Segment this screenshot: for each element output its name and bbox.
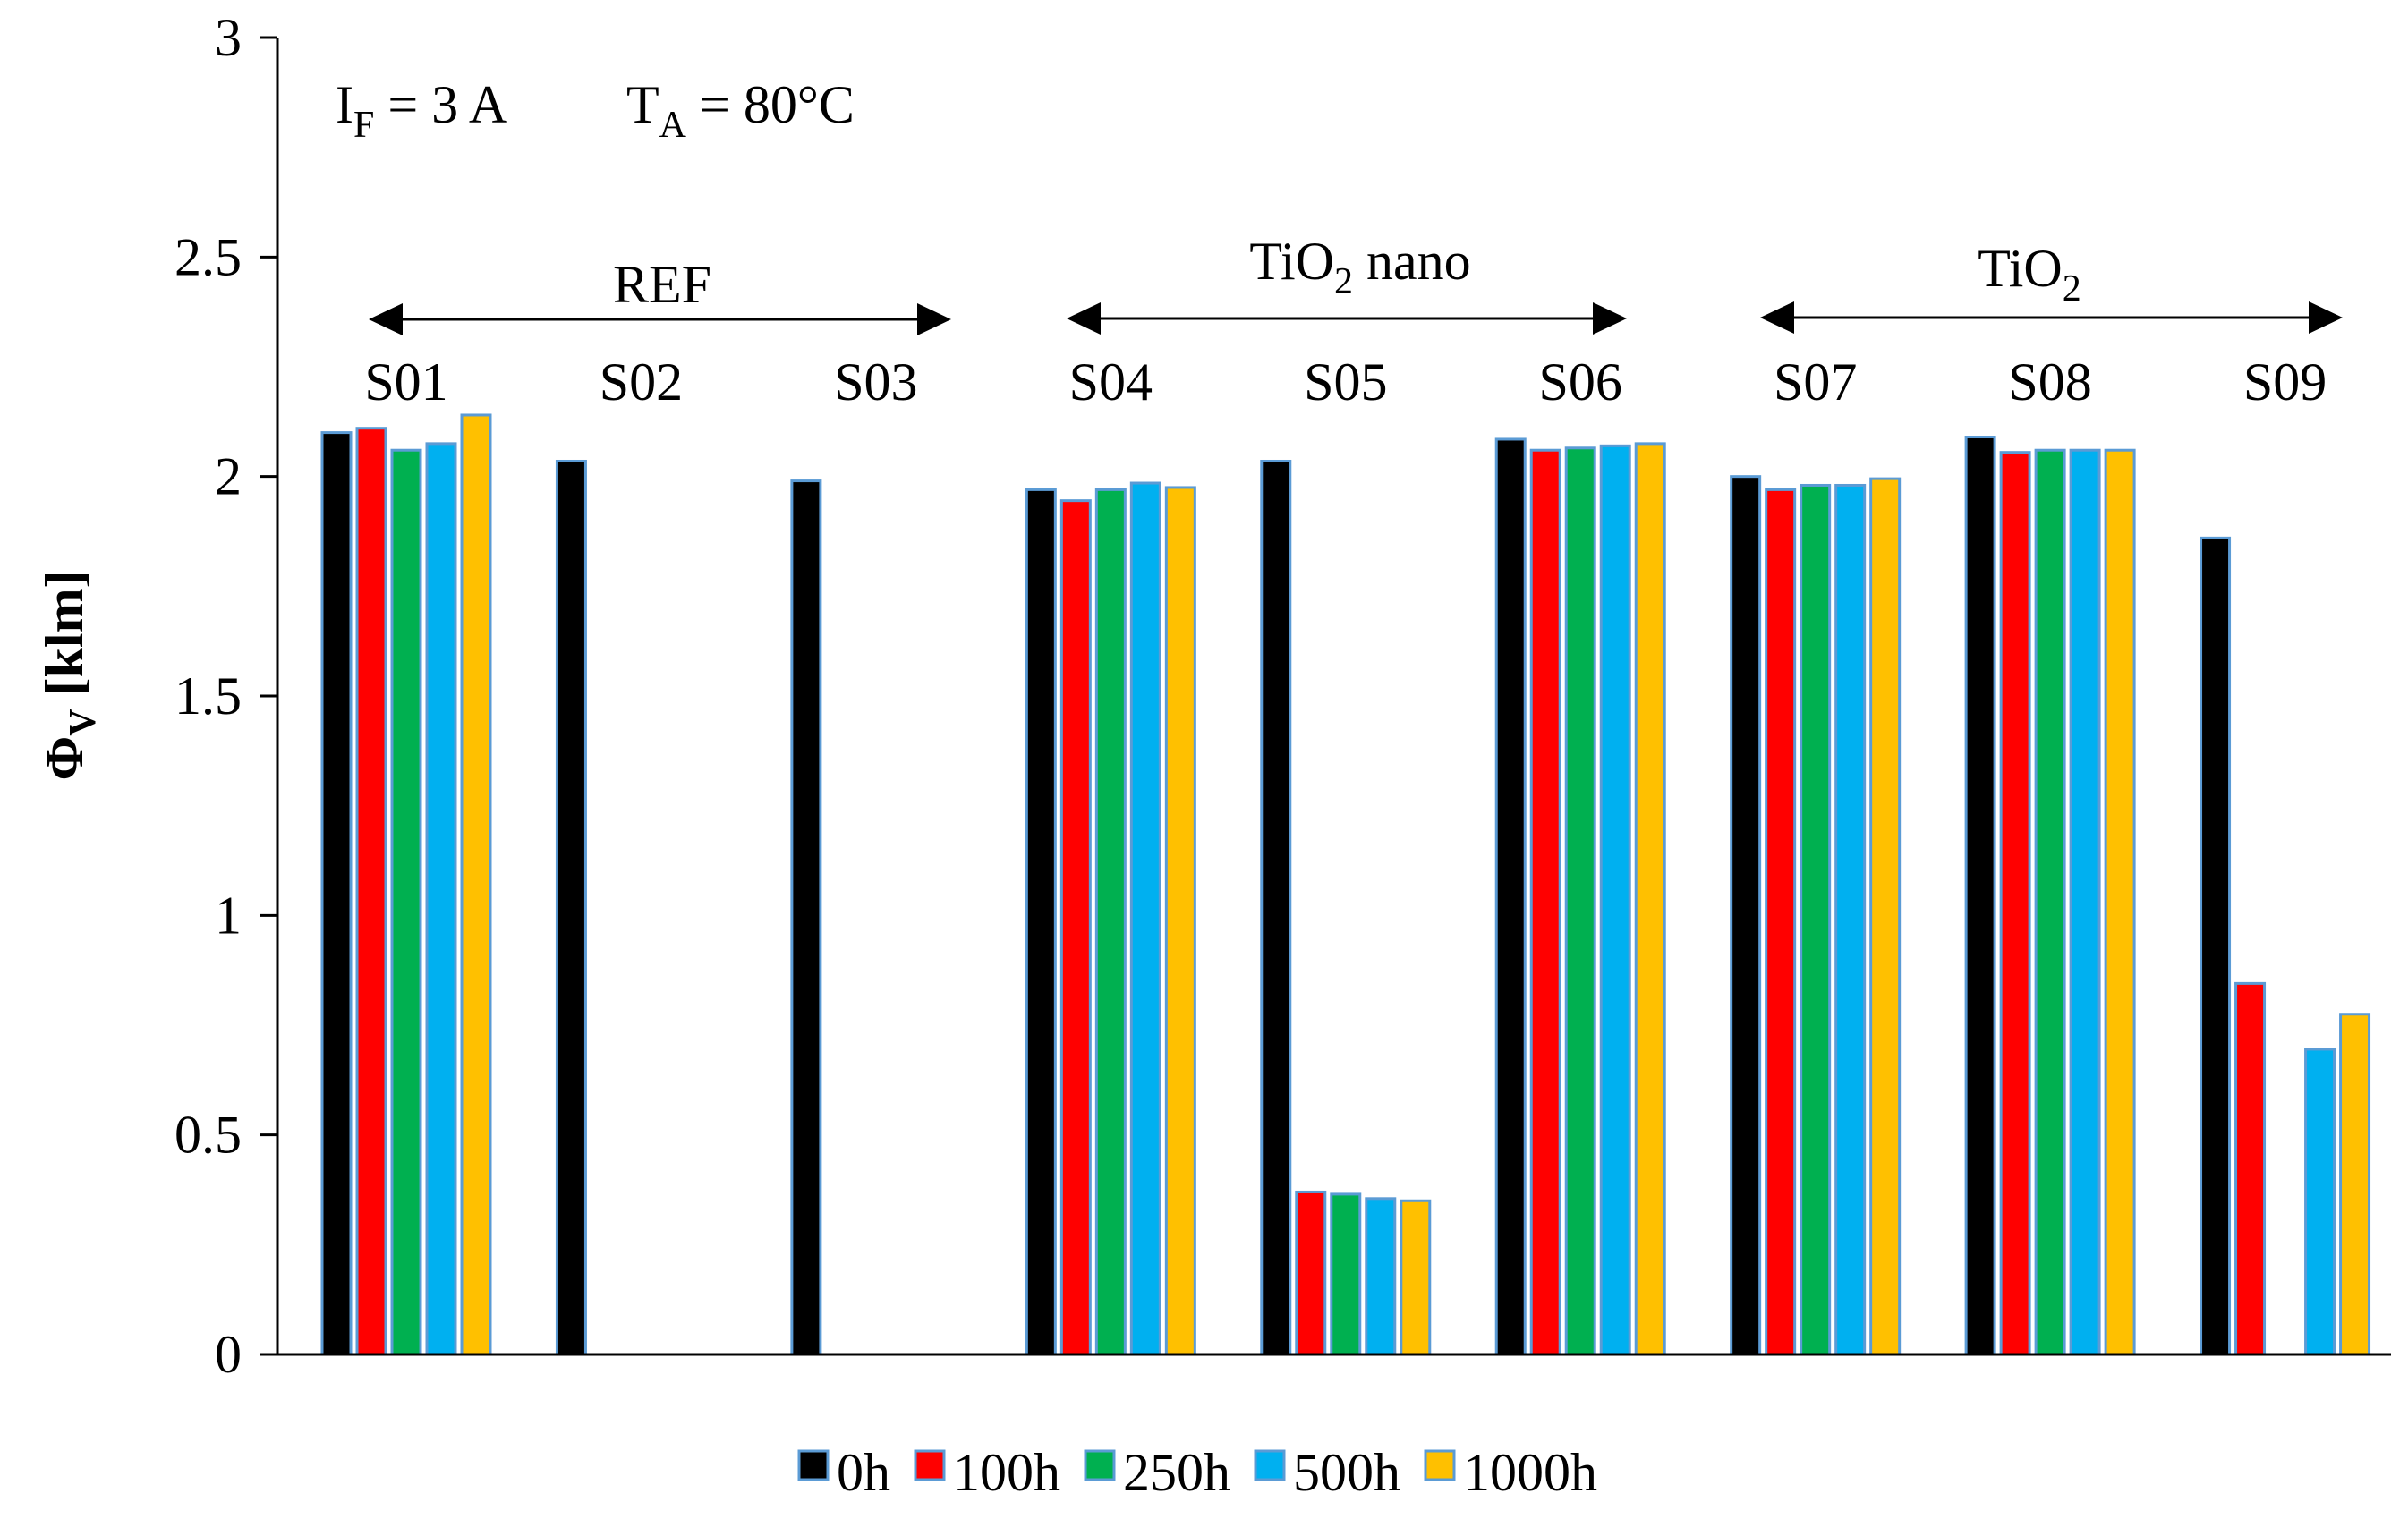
y-tick-label: 2 [215, 447, 242, 506]
bar-s05-100h [1295, 1190, 1327, 1356]
bar-s01-100h [355, 427, 387, 1356]
bar-s07-500h [1834, 483, 1867, 1356]
bar-s09-500h [2304, 1048, 2336, 1356]
condition-ta: TA = 80°C [626, 75, 855, 146]
y-axis-title-main: Φ [35, 736, 94, 781]
legend-label-250h: 250h [1123, 1443, 1230, 1502]
condition-ta-main: T [626, 75, 659, 134]
group-label-tio2-nano-rest: nano [1353, 232, 1471, 291]
bar-s05-1000h [1400, 1199, 1432, 1356]
group-arrow-tio2-nano [1067, 302, 1627, 335]
bar-s06-1000h [1634, 442, 1666, 1356]
y-tick-label: 0 [215, 1325, 242, 1384]
bar-s05-500h [1365, 1197, 1397, 1356]
group-arrow-ref [369, 303, 951, 335]
bar-s04-500h [1129, 481, 1161, 1356]
condition-if-main: I [336, 75, 353, 134]
bar-s04-100h [1059, 499, 1092, 1356]
bar-s06-0h [1494, 437, 1527, 1356]
sample-label-s03: S03 [834, 352, 917, 412]
bar-s09-1000h [2339, 1013, 2371, 1356]
axes: 0 0.5 1 1.5 2 2.5 3 [174, 8, 2391, 1384]
bar-s06-250h [1564, 446, 1596, 1356]
bar-s04-1000h [1164, 486, 1196, 1356]
bar-s07-100h [1765, 488, 1797, 1356]
group-label-ref: REF [613, 255, 711, 314]
bar-s08-100h [1999, 451, 2031, 1356]
y-axis-title: ΦV [klm] [35, 570, 104, 780]
legend-swatch-250h [1084, 1449, 1116, 1481]
y-tick-label: 1 [215, 886, 242, 945]
group-label-tio2-sub: 2 [2063, 268, 2081, 310]
condition-ta-rest: = 80°C [686, 75, 855, 134]
sample-label-s04: S04 [1069, 352, 1153, 412]
bar-s05-250h [1330, 1192, 1362, 1356]
bar-s08-500h [2069, 448, 2101, 1356]
bar-s07-0h [1730, 475, 1762, 1356]
group-label-tio2-nano-main: TiO [1249, 232, 1334, 291]
bar-s01-1000h [460, 413, 492, 1356]
group-label-tio2-nano: TiO2 nano [1249, 232, 1470, 302]
bar-s01-500h [425, 442, 457, 1356]
legend-label-100h: 100h [953, 1443, 1060, 1502]
legend-swatch-1000h [1424, 1449, 1456, 1481]
bars [320, 413, 2371, 1356]
bar-s07-250h [1800, 483, 1832, 1356]
bar-s06-500h [1599, 444, 1631, 1356]
condition-if: IF = 3 A [336, 75, 507, 146]
bar-s07-1000h [1869, 477, 1902, 1356]
legend-label-500h: 500h [1293, 1443, 1400, 1502]
legend-swatch-0h [797, 1449, 830, 1481]
legend-label-0h: 0h [837, 1443, 890, 1502]
sample-label-s02: S02 [600, 352, 683, 412]
bar-s08-1000h [2104, 448, 2136, 1356]
y-tick-label: 0.5 [174, 1106, 242, 1165]
sample-label-s08: S08 [2008, 352, 2091, 412]
group-label-ref-main: REF [613, 255, 711, 314]
sample-labels: S01 S02 S03 S04 S05 S06 S07 S08 S09 [364, 352, 2327, 412]
group-arrow-tio2 [1760, 301, 2343, 334]
y-tick-label: 3 [215, 8, 242, 67]
y-tick-label: 1.5 [174, 666, 242, 726]
sample-label-s09: S09 [2243, 352, 2327, 412]
bar-s09-0h [2200, 536, 2232, 1356]
bar-s05-0h [1260, 459, 1292, 1356]
condition-ta-sub: A [659, 105, 687, 146]
sample-label-s07: S07 [1774, 352, 1857, 412]
bar-s03-0h [790, 479, 822, 1356]
condition-if-sub: F [353, 105, 374, 146]
bar-s08-250h [2034, 448, 2066, 1356]
y-tick-label: 2.5 [174, 227, 242, 286]
legend: 0h 100h 250h 500h 1000h [797, 1443, 1597, 1502]
bar-s06-100h [1529, 448, 1561, 1356]
bar-s01-250h [390, 448, 422, 1356]
bar-s01-0h [320, 431, 353, 1356]
legend-swatch-100h [914, 1449, 946, 1481]
legend-swatch-500h [1254, 1449, 1286, 1481]
bar-s04-0h [1025, 488, 1057, 1356]
bar-s04-250h [1094, 488, 1127, 1356]
bar-s09-100h [2234, 981, 2267, 1356]
bar-s08-0h [1964, 436, 1996, 1356]
legend-label-1000h: 1000h [1463, 1443, 1597, 1502]
bar-s02-0h [555, 459, 587, 1356]
y-axis-title-unit: [klm] [35, 570, 94, 709]
group-label-tio2-main: TiO [1978, 239, 2063, 298]
sample-label-s06: S06 [1539, 352, 1622, 412]
y-axis-title-sub: V [63, 709, 104, 735]
group-label-tio2: TiO2 [1978, 239, 2081, 310]
condition-if-rest: = 3 A [374, 75, 507, 134]
sample-label-s05: S05 [1304, 352, 1387, 412]
sample-label-s01: S01 [364, 352, 447, 412]
group-label-tio2-nano-sub: 2 [1334, 261, 1353, 302]
